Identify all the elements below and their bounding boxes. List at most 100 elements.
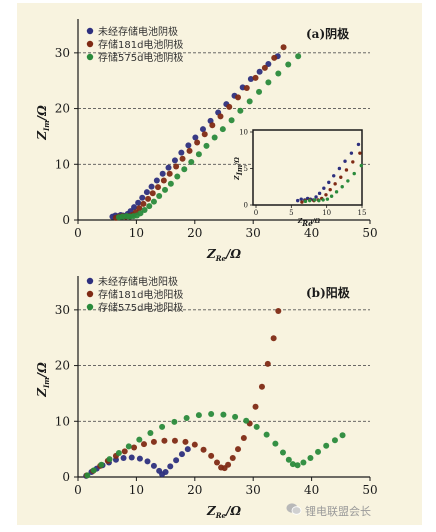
data-point [131,204,138,211]
data-point [225,461,232,468]
data-point [263,431,270,438]
data-point [285,61,292,68]
panel-title: (a)阴极 [306,26,350,41]
legend-entry: 存储575d电池阴极 [98,51,183,64]
data-point [235,94,242,101]
data-point [253,423,260,430]
x-tick-label: 0 [74,226,82,240]
data-point [229,455,236,462]
data-point [135,199,142,206]
data-point [232,413,239,420]
inset-x-tick-label: 5 [289,209,293,217]
legend-marker [86,40,94,48]
data-point [184,446,191,453]
inset-data-point [328,187,332,192]
legend-marker [86,27,94,35]
figure-background [17,3,422,525]
inset-data-point [340,185,344,189]
data-point [243,84,250,91]
inset-data-point [332,174,336,178]
inset-data-point [344,168,349,172]
data-point [220,411,227,418]
inset-data-point [299,197,303,201]
inset-data-point [321,198,325,202]
data-point [178,451,185,458]
inset-data-point [346,179,350,183]
data-point [237,107,244,114]
wechat-icon [286,503,302,515]
data-point [256,88,263,95]
data-point [300,459,307,466]
data-point [181,166,188,173]
data-point [155,184,162,191]
inset-data-point [322,186,326,190]
data-point [178,149,185,156]
data-point [265,61,272,67]
inset-data-point [317,198,321,203]
data-point [247,76,254,83]
legend-marker [86,53,94,61]
y-tick-label: 20 [55,102,70,116]
data-point [209,122,216,129]
data-point [264,360,271,367]
data-point [149,190,156,197]
data-point [174,173,181,180]
data-point [146,203,153,210]
data-point [153,177,160,184]
y-tick-label: 30 [55,46,70,60]
data-point [315,448,322,455]
legend-entry: 存储575d电池阳极 [98,301,183,314]
inset-y-tick-label: 0 [244,202,248,210]
legend-entry: 未经存储电池阴极 [98,25,178,38]
data-point [331,437,338,444]
data-point [148,183,155,190]
data-point [339,432,346,439]
inset-data-point [333,182,337,186]
data-point [131,444,138,451]
legend-marker [86,277,94,285]
inset-data-point [358,151,362,155]
inset-data-point [349,151,354,155]
data-point [106,456,113,463]
data-point [211,134,218,141]
data-point [219,126,226,133]
x-tick-label: 20 [187,226,202,240]
data-point [279,449,286,456]
data-point [294,462,301,469]
data-point [145,195,152,202]
data-point [235,446,242,453]
data-point [143,189,150,196]
data-point [194,139,201,146]
data-point [90,467,97,474]
data-point [285,456,292,463]
inset-data-point [300,200,304,204]
data-point [128,454,135,461]
series-3 [115,53,302,221]
inset-y-tick-label: 10 [239,129,248,137]
data-point [115,450,122,457]
data-point [150,462,157,469]
data-point [201,131,208,138]
inset-y-axis-label: ZIm/Ω [234,157,244,181]
legend-marker [86,290,94,298]
legend-entry: 存储181d电池阴极 [98,38,183,51]
data-point [183,414,190,421]
inset-data-point [317,191,322,196]
inset-x-tick-label: 0 [254,209,258,217]
x-tick-label: 30 [246,483,261,497]
y-tick-label: 20 [55,359,70,373]
watermark-text: 锂电联盟会长 [305,505,371,518]
data-point [159,423,166,430]
inset-x-tick-label: 10 [322,209,331,217]
x-axis-label: ZRe/Ω [206,247,241,263]
data-point [226,103,233,110]
data-point [160,177,167,184]
data-point [271,54,278,61]
data-point [200,446,207,453]
inset-data-point [343,159,347,163]
y-tick-label: 0 [62,470,70,484]
data-point [121,448,128,455]
inset-data-point [295,198,300,203]
data-point [295,53,302,60]
